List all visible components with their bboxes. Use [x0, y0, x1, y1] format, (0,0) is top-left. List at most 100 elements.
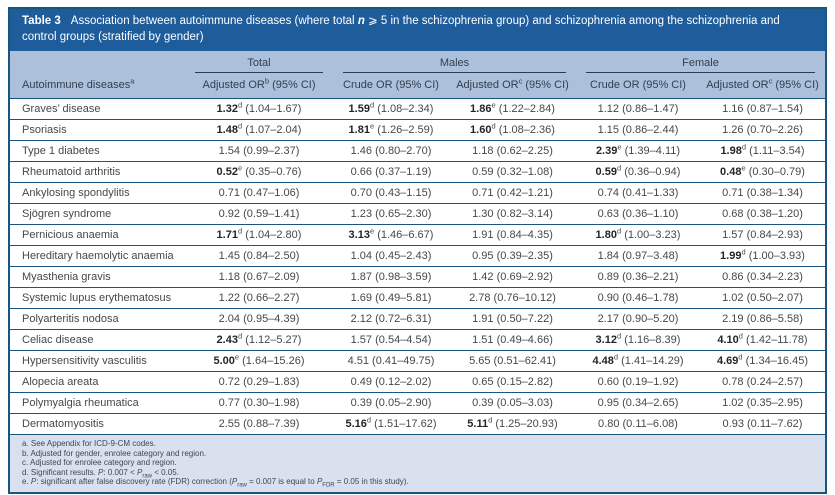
or-value-cell: 3.12d (1.16–8.39) [595, 331, 681, 346]
or-value-cell: 0.66 (0.37–1.19) [350, 166, 432, 178]
or-value-cell: 0.71 (0.38–1.34) [722, 187, 803, 199]
or-value-cell: 1.12 (0.86–1.47) [597, 103, 679, 115]
or-value-cell: 1.86e (1.22–2.84) [470, 100, 555, 115]
or-value-cell: 0.92 (0.59–1.41) [218, 208, 300, 220]
or-value-cell: 2.17 (0.90–5.20) [597, 313, 679, 325]
column-header-males-crude: Crude OR (95% CI) [343, 79, 439, 91]
or-value-cell: 0.39 (0.05–3.03) [472, 397, 553, 409]
disease-name: Graves’ disease [22, 103, 101, 115]
or-value-cell: 0.89 (0.36–2.21) [597, 271, 679, 283]
association-table: Total Males Female Autoimmune diseasesa … [10, 51, 825, 434]
table-title: Table 3 Association between autoimmune di… [10, 9, 825, 51]
or-value-cell: 1.91 (0.50–7.22) [472, 313, 553, 325]
or-value-cell: 0.86 (0.34–2.23) [722, 271, 803, 283]
or-value-cell: 1.18 (0.62–2.25) [472, 145, 553, 157]
or-value-cell: 0.72 (0.29–1.83) [218, 376, 300, 388]
or-value-cell: 0.90 (0.46–1.78) [597, 292, 679, 304]
group-header-spacer [10, 51, 185, 74]
or-value-cell: 0.59d (0.36–0.94) [595, 163, 681, 178]
disease-name: Myasthenia gravis [22, 271, 111, 283]
table-row: Dermatomyositis 2.55 (0.88–7.39) 5.16d (1.… [10, 413, 825, 435]
or-value-cell: 0.71 (0.47–1.06) [218, 187, 300, 199]
or-value-cell: 5.11d (1.25–20.93) [467, 415, 558, 430]
or-value-cell: 1.48d (1.07–2.04) [216, 121, 302, 136]
or-value-cell: 2.43d (1.12–5.27) [216, 331, 302, 346]
disease-name: Celiac disease [22, 334, 94, 346]
column-header-row: Autoimmune diseasesa Adjusted ORb (95% C… [10, 74, 825, 99]
group-header-males: Males [333, 51, 576, 74]
disease-name: Polymyalgia rheumatica [22, 397, 139, 409]
or-value-cell: 1.57 (0.84–2.93) [722, 229, 803, 241]
group-label-total: Total [247, 57, 271, 69]
or-value-cell: 1.87 (0.98–3.59) [350, 271, 432, 283]
group-header-row: Total Males Female [10, 51, 825, 74]
or-value-cell: 0.48e (0.30–0.79) [720, 163, 805, 178]
or-value-cell: 5.65 (0.51–62.41) [469, 355, 556, 367]
or-value-cell: 5.00e (1.64–15.26) [213, 352, 305, 367]
or-value-cell: 2.55 (0.88–7.39) [218, 418, 300, 430]
table-row: Ankylosing spondylitis 0.71 (0.47–1.06) 0.… [10, 182, 825, 204]
group-label-males: Males [439, 57, 470, 69]
or-value-cell: 1.54 (0.99–2.37) [218, 145, 300, 157]
or-value-cell: 0.74 (0.41–1.33) [597, 187, 679, 199]
or-value-cell: 1.91 (0.84–4.35) [472, 229, 553, 241]
or-value-cell: 1.02 (0.50–2.07) [722, 292, 803, 304]
or-value-cell: 1.71d (1.04–2.80) [216, 226, 302, 241]
group-header-female: Female [576, 51, 825, 74]
table3-frame: Table 3 Association between autoimmune di… [8, 7, 827, 494]
table-row: Celiac disease 2.43d (1.12–5.27) 1.57 (0.5… [10, 329, 825, 351]
or-value-cell: 1.26 (0.70–2.26) [722, 124, 803, 136]
table-row: Systemic lupus erythematosus 1.22 (0.66–2… [10, 287, 825, 309]
or-value-cell: 1.81e (1.26–2.59) [348, 121, 434, 136]
or-value-cell: 0.95 (0.34–2.65) [597, 397, 679, 409]
or-value-cell: 5.16d (1.51–17.62) [345, 415, 437, 430]
or-value-cell: 0.52e (0.35–0.76) [216, 163, 302, 178]
or-value-cell: 0.78 (0.24–2.57) [722, 376, 803, 388]
footnote-line: b. Adjusted for gender, enrolee category… [22, 448, 207, 458]
or-value-cell: 4.51 (0.41–49.75) [347, 355, 435, 367]
or-value-cell: 1.57 (0.54–4.54) [350, 334, 432, 346]
disease-name: Hereditary haemolytic anaemia [22, 250, 174, 262]
footnote-line: c. Adjusted for enrolee category and reg… [22, 458, 177, 468]
disease-name: Systemic lupus erythematosus [22, 292, 172, 304]
or-value-cell: 1.45 (0.84–2.50) [218, 250, 300, 262]
group-header-total: Total [185, 51, 333, 74]
or-value-cell: 1.84 (0.97–3.48) [597, 250, 679, 262]
disease-name: Sjögren syndrome [22, 208, 112, 220]
title-text-pre: Association between autoimmune diseases … [70, 15, 358, 27]
or-value-cell: 0.59 (0.32–1.08) [472, 166, 553, 178]
or-value-cell: 1.59d (1.08–2.34) [348, 100, 434, 115]
disease-name: Alopecia areata [22, 376, 99, 388]
or-value-cell: 3.13e (1.46–6.67) [348, 226, 434, 241]
column-header-diseases: Autoimmune diseasesa [22, 76, 135, 91]
disease-name: Hypersensitivity vasculitis [22, 355, 147, 367]
or-value-cell: 1.42 (0.69–2.92) [472, 271, 553, 283]
or-value-cell: 1.30 (0.82–3.14) [472, 208, 553, 220]
or-value-cell: 0.95 (0.39–2.35) [472, 250, 553, 262]
or-value-cell: 0.93 (0.11–7.62) [722, 418, 803, 430]
disease-name: Psoriasis [22, 124, 67, 136]
footnote-line: e. P: significant after false discovery … [22, 477, 409, 489]
footnote-line: a. See Appendix for ICD-9-CM codes. [22, 439, 156, 448]
disease-name: Type 1 diabetes [22, 145, 100, 157]
or-value-cell: 1.22 (0.66–2.27) [218, 292, 300, 304]
or-value-cell: 0.80 (0.11–6.08) [598, 418, 678, 430]
column-header-total-adjusted: Adjusted ORb (95% CI) [202, 76, 316, 91]
or-value-cell: 0.49 (0.12–2.02) [350, 376, 432, 388]
or-value-cell: 0.70 (0.43–1.15) [350, 187, 432, 199]
table-row: Rheumatoid arthritis 0.52e (0.35–0.76) 0.6… [10, 161, 825, 183]
or-value-cell: 2.04 (0.95–4.39) [218, 313, 300, 325]
table-row: Myasthenia gravis 1.18 (0.67–2.09) 1.87 (0… [10, 266, 825, 288]
or-value-cell: 1.16 (0.87–1.54) [722, 103, 803, 115]
table-row: Alopecia areata 0.72 (0.29–1.83) 0.49 (0.1… [10, 371, 825, 393]
or-value-cell: 0.60 (0.19–1.92) [597, 376, 679, 388]
disease-name: Polyarteritis nodosa [22, 313, 119, 325]
or-value-cell: 1.04 (0.45–2.43) [350, 250, 432, 262]
table-row: Type 1 diabetes 1.54 (0.99–2.37) 1.46 (0.8… [10, 140, 825, 162]
title-text-post: ⩾ 5 in the schizophrenia group) and schi… [22, 15, 780, 43]
table-row: Sjögren syndrome 0.92 (0.59–1.41) 1.23 (0.… [10, 203, 825, 225]
footnotes: a. See Appendix for ICD-9-CM codes. b. Ad… [10, 434, 825, 492]
column-header-males-adjusted: Adjusted ORc (95% CI) [456, 76, 569, 91]
or-value-cell: 0.68 (0.38–1.20) [722, 208, 803, 220]
or-value-cell: 0.39 (0.05–2.90) [350, 397, 432, 409]
